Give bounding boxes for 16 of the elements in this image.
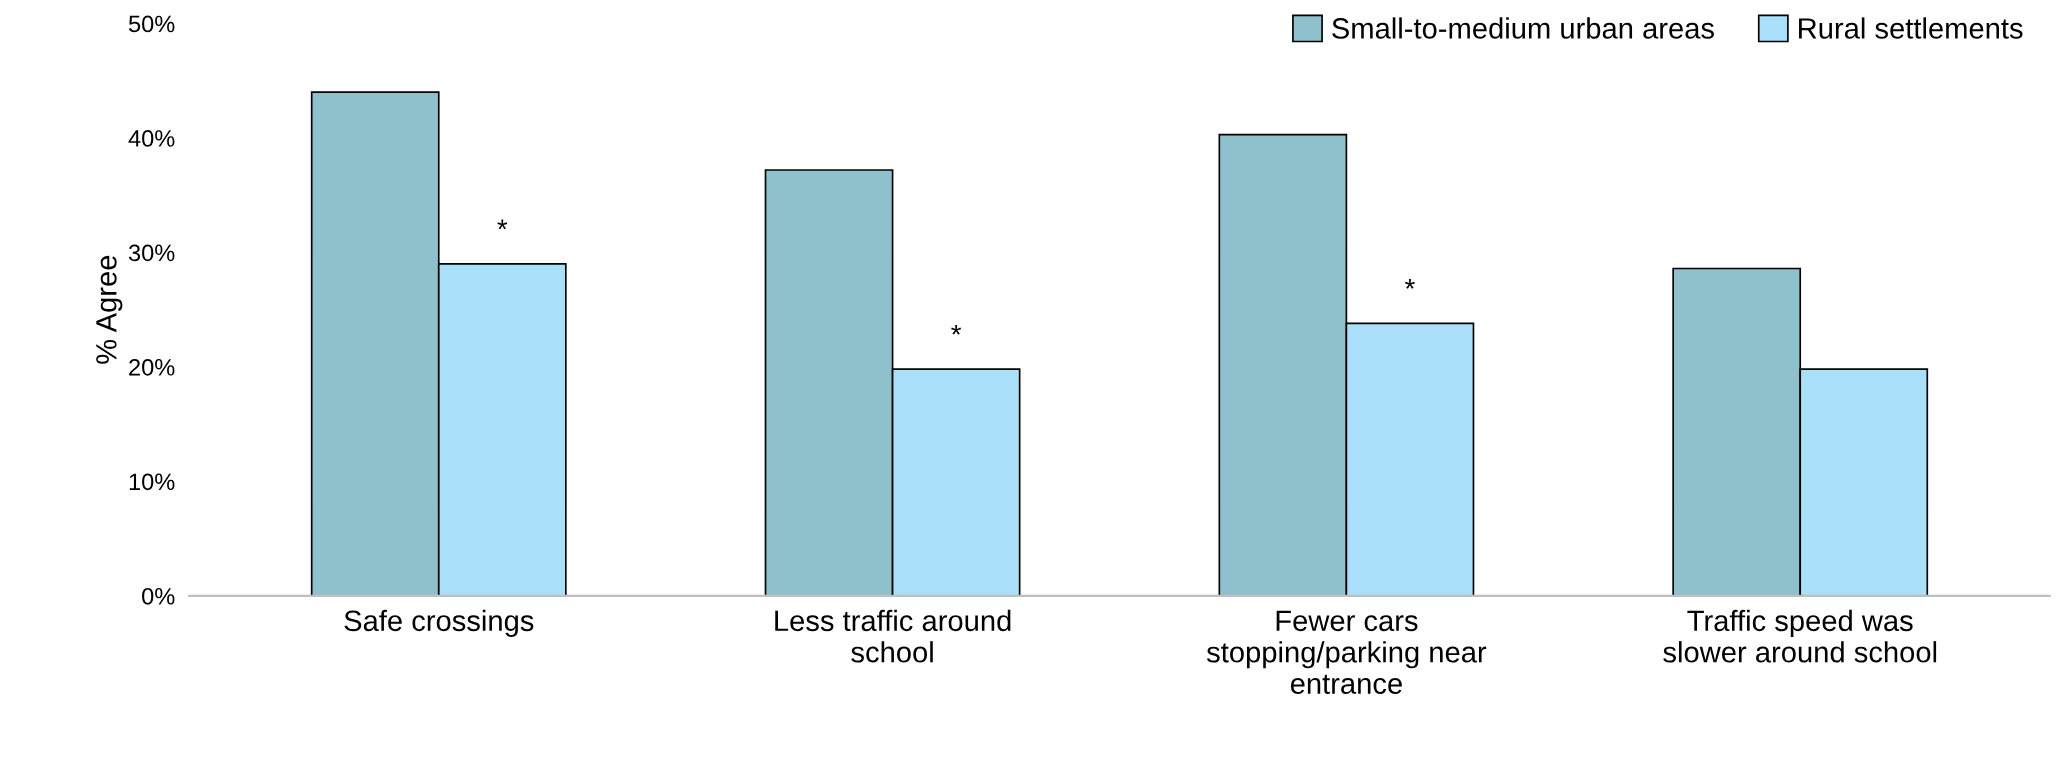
y-tick-label: 50% bbox=[128, 15, 175, 33]
legend-label: Rural settlements bbox=[1799, 17, 2023, 39]
y-tick-label: 0% bbox=[142, 587, 175, 605]
x-tick-label: Fewer cars stopping/parking near entrance bbox=[1206, 610, 1487, 694]
x-tick-label: Traffic speed was slower around school bbox=[1663, 609, 1937, 663]
y-tick-label: 30% bbox=[128, 244, 175, 262]
x-tick-label: Safe crossings bbox=[344, 609, 534, 637]
annotation: * bbox=[1404, 279, 1415, 289]
annotation: * bbox=[497, 219, 508, 230]
y-tick-label: 10% bbox=[129, 473, 175, 491]
y-tick-label: 20% bbox=[129, 358, 175, 376]
y-tick-label: 40% bbox=[128, 130, 175, 147]
legend-label: Small-to-medium urban areas bbox=[1332, 17, 1714, 39]
annotation: * bbox=[951, 324, 962, 335]
y-axis-title: % Agree bbox=[96, 255, 123, 364]
x-tick-label: Less traffic around school bbox=[775, 609, 1011, 663]
